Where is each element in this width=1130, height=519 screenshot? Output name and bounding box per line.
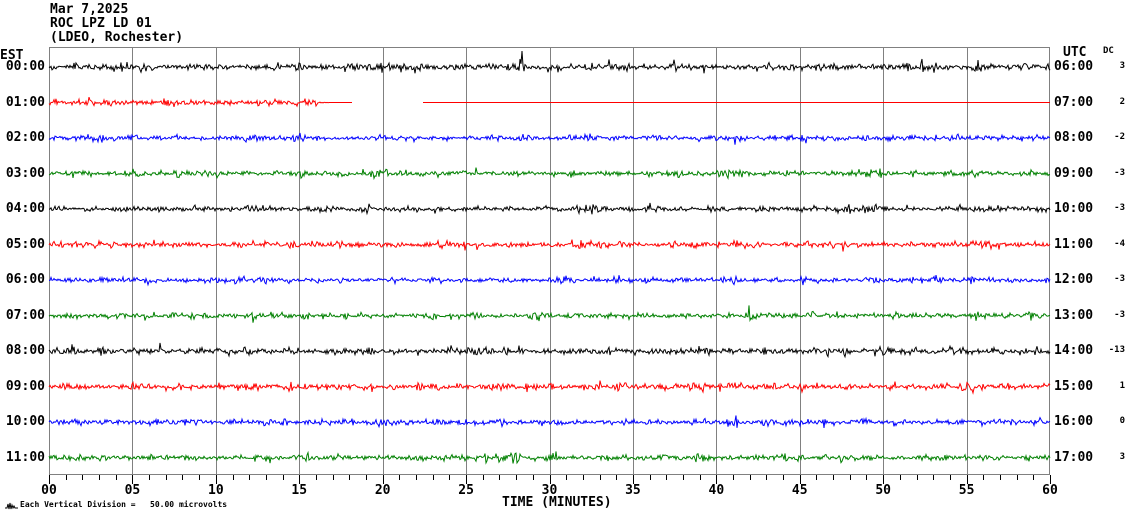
trace-row-7 bbox=[48, 305, 1051, 323]
x-tick-label-00: 00 bbox=[41, 483, 57, 498]
dc-value-2: -2 bbox=[1114, 132, 1125, 143]
utc-hour-label-9: 15:00 bbox=[1054, 378, 1094, 394]
utc-hour-label-10: 16:00 bbox=[1054, 414, 1094, 430]
x-axis-title: TIME (MINUTES) bbox=[502, 495, 612, 510]
trace-row-0 bbox=[48, 50, 1051, 74]
x-tick-label-10: 10 bbox=[208, 483, 224, 498]
utc-hour-label-8: 14:00 bbox=[1054, 343, 1094, 359]
vertical-division-scale-note: Each Vertical Division = 50.00 microvolt… bbox=[20, 500, 228, 509]
x-tick-label-45: 45 bbox=[791, 483, 808, 498]
est-hour-label-5: 05:00 bbox=[5, 236, 45, 252]
title-location: (LDEO, Rochester) bbox=[50, 30, 184, 45]
est-hour-label-9: 09:00 bbox=[5, 378, 45, 394]
est-hour-label-10: 10:00 bbox=[5, 414, 45, 430]
dc-value-11: 3 bbox=[1119, 451, 1125, 462]
dc-value-7: -3 bbox=[1114, 309, 1125, 320]
est-hour-label-4: 04:00 bbox=[5, 201, 45, 217]
dc-value-8: -13 bbox=[1108, 345, 1125, 356]
dc-value-9: 1 bbox=[1119, 380, 1125, 391]
dc-value-6: -3 bbox=[1114, 274, 1125, 285]
dc-value-0: 3 bbox=[1119, 61, 1125, 71]
plot-border bbox=[49, 47, 1050, 475]
x-tick-label-15: 15 bbox=[291, 483, 308, 498]
trace-row-11 bbox=[48, 450, 1051, 465]
est-hour-label-8: 08:00 bbox=[5, 343, 45, 359]
x-tick-label-20: 20 bbox=[374, 483, 391, 498]
dc-value-4: -3 bbox=[1114, 203, 1125, 214]
est-hour-label-7: 07:00 bbox=[5, 307, 45, 323]
trace-row-3 bbox=[48, 167, 1051, 181]
trace-row-9 bbox=[48, 380, 1051, 395]
trace-row-10 bbox=[48, 415, 1051, 429]
x-tick-label-50: 50 bbox=[875, 483, 891, 498]
est-hour-label-0: 00:00 bbox=[5, 59, 45, 74]
x-tick-label-40: 40 bbox=[708, 483, 725, 498]
mini-waveform-icon bbox=[5, 502, 18, 510]
utc-hour-label-7: 13:00 bbox=[1054, 307, 1094, 323]
title-station: ROC LPZ LD 01 bbox=[50, 16, 152, 31]
utc-hour-label-11: 17:00 bbox=[1054, 449, 1094, 465]
est-hour-label-1: 01:00 bbox=[5, 94, 45, 110]
x-tick-label-25: 25 bbox=[458, 483, 474, 498]
trace-row-1 bbox=[48, 96, 352, 108]
trace-row-8 bbox=[48, 342, 1051, 359]
dc-value-1: 2 bbox=[1119, 96, 1125, 107]
utc-hour-label-5: 11:00 bbox=[1054, 236, 1094, 252]
dc-value-5: -4 bbox=[1114, 238, 1125, 249]
left-axis-header-est: EST bbox=[0, 48, 24, 63]
est-hour-label-3: 03:00 bbox=[5, 165, 45, 181]
title-date: Mar 7,2025 bbox=[50, 2, 129, 17]
x-tick-label-55: 55 bbox=[958, 483, 975, 498]
est-hour-label-2: 02:00 bbox=[5, 130, 45, 146]
utc-hour-label-2: 08:00 bbox=[1054, 130, 1094, 146]
utc-hour-label-4: 10:00 bbox=[1054, 201, 1094, 217]
est-hour-label-11: 11:00 bbox=[5, 449, 45, 465]
x-tick-label-60: 60 bbox=[1042, 483, 1058, 498]
trace-row-6 bbox=[49, 274, 1051, 287]
utc-hour-label-6: 12:00 bbox=[1054, 272, 1094, 288]
utc-hour-label-0: 06:00 bbox=[1054, 59, 1094, 74]
trace-row-2 bbox=[48, 132, 1051, 145]
dc-value-3: -3 bbox=[1114, 167, 1125, 178]
dc-column-header: DC bbox=[1103, 46, 1114, 56]
trace-row-5 bbox=[48, 238, 1051, 252]
utc-hour-label-3: 09:00 bbox=[1054, 165, 1094, 181]
utc-hour-label-1: 07:00 bbox=[1054, 94, 1094, 110]
x-tick-label-30: 30 bbox=[541, 483, 558, 498]
dc-value-10: 0 bbox=[1119, 416, 1125, 427]
right-axis-header-utc: UTC bbox=[1063, 45, 1087, 60]
trace-row-4 bbox=[48, 202, 1051, 216]
x-tick-label-35: 35 bbox=[625, 483, 641, 498]
est-hour-label-6: 06:00 bbox=[5, 272, 45, 288]
x-tick-label-05: 05 bbox=[124, 483, 141, 498]
